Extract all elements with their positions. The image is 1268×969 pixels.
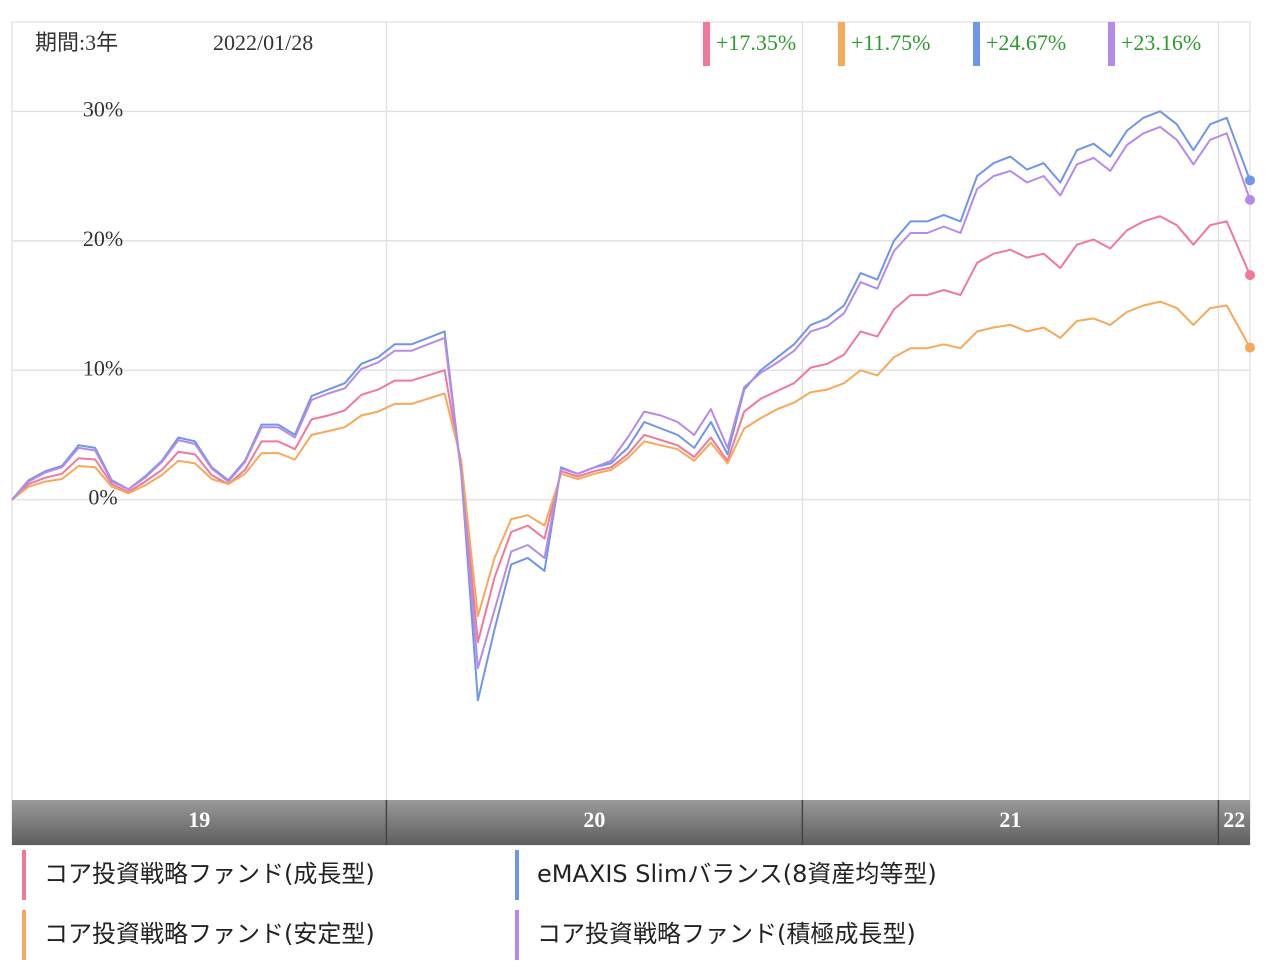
legend-swatch <box>515 910 519 960</box>
x-tick-label: 20 <box>583 807 605 832</box>
return-swatch <box>838 22 845 66</box>
end-point <box>1245 194 1255 205</box>
y-tick-label: 0% <box>88 485 117 510</box>
series-line <box>11 125 1251 669</box>
legend-label: コア投資戦略ファンド(積極成長型) <box>537 920 916 948</box>
x-tick-label: 22 <box>1223 807 1245 832</box>
y-tick-label: 20% <box>83 226 123 251</box>
y-tick-label: 30% <box>83 96 123 121</box>
end-point <box>1245 342 1255 353</box>
series-line <box>11 215 1251 644</box>
return-label: +17.35% <box>716 30 796 55</box>
end-point <box>1245 175 1255 186</box>
x-tick-label: 19 <box>188 807 210 832</box>
y-tick-label: 10% <box>83 355 123 380</box>
legend-label: コア投資戦略ファンド(安定型) <box>44 920 375 948</box>
x-tick-label: 21 <box>999 807 1021 832</box>
date: 2022/01/28 <box>213 30 313 55</box>
return-label: +23.16% <box>1121 30 1201 55</box>
series-line <box>11 300 1251 618</box>
return-label: +11.75% <box>851 30 930 55</box>
x-axis-band <box>12 800 1250 845</box>
return-swatch <box>973 22 980 66</box>
legend-swatch <box>22 850 26 900</box>
legend-label: コア投資戦略ファンド(成長型) <box>44 860 375 888</box>
legend-swatch <box>515 850 519 900</box>
return-swatch <box>703 22 710 66</box>
end-point <box>1245 270 1255 281</box>
series-line <box>11 110 1251 702</box>
legend-label: eMAXIS Slimバランス(8資産均等型) <box>537 860 937 888</box>
return-label: +24.67% <box>986 30 1066 55</box>
return-swatch <box>1108 22 1115 66</box>
period: 期間:3年 <box>35 30 118 55</box>
legend-swatch <box>22 910 26 960</box>
